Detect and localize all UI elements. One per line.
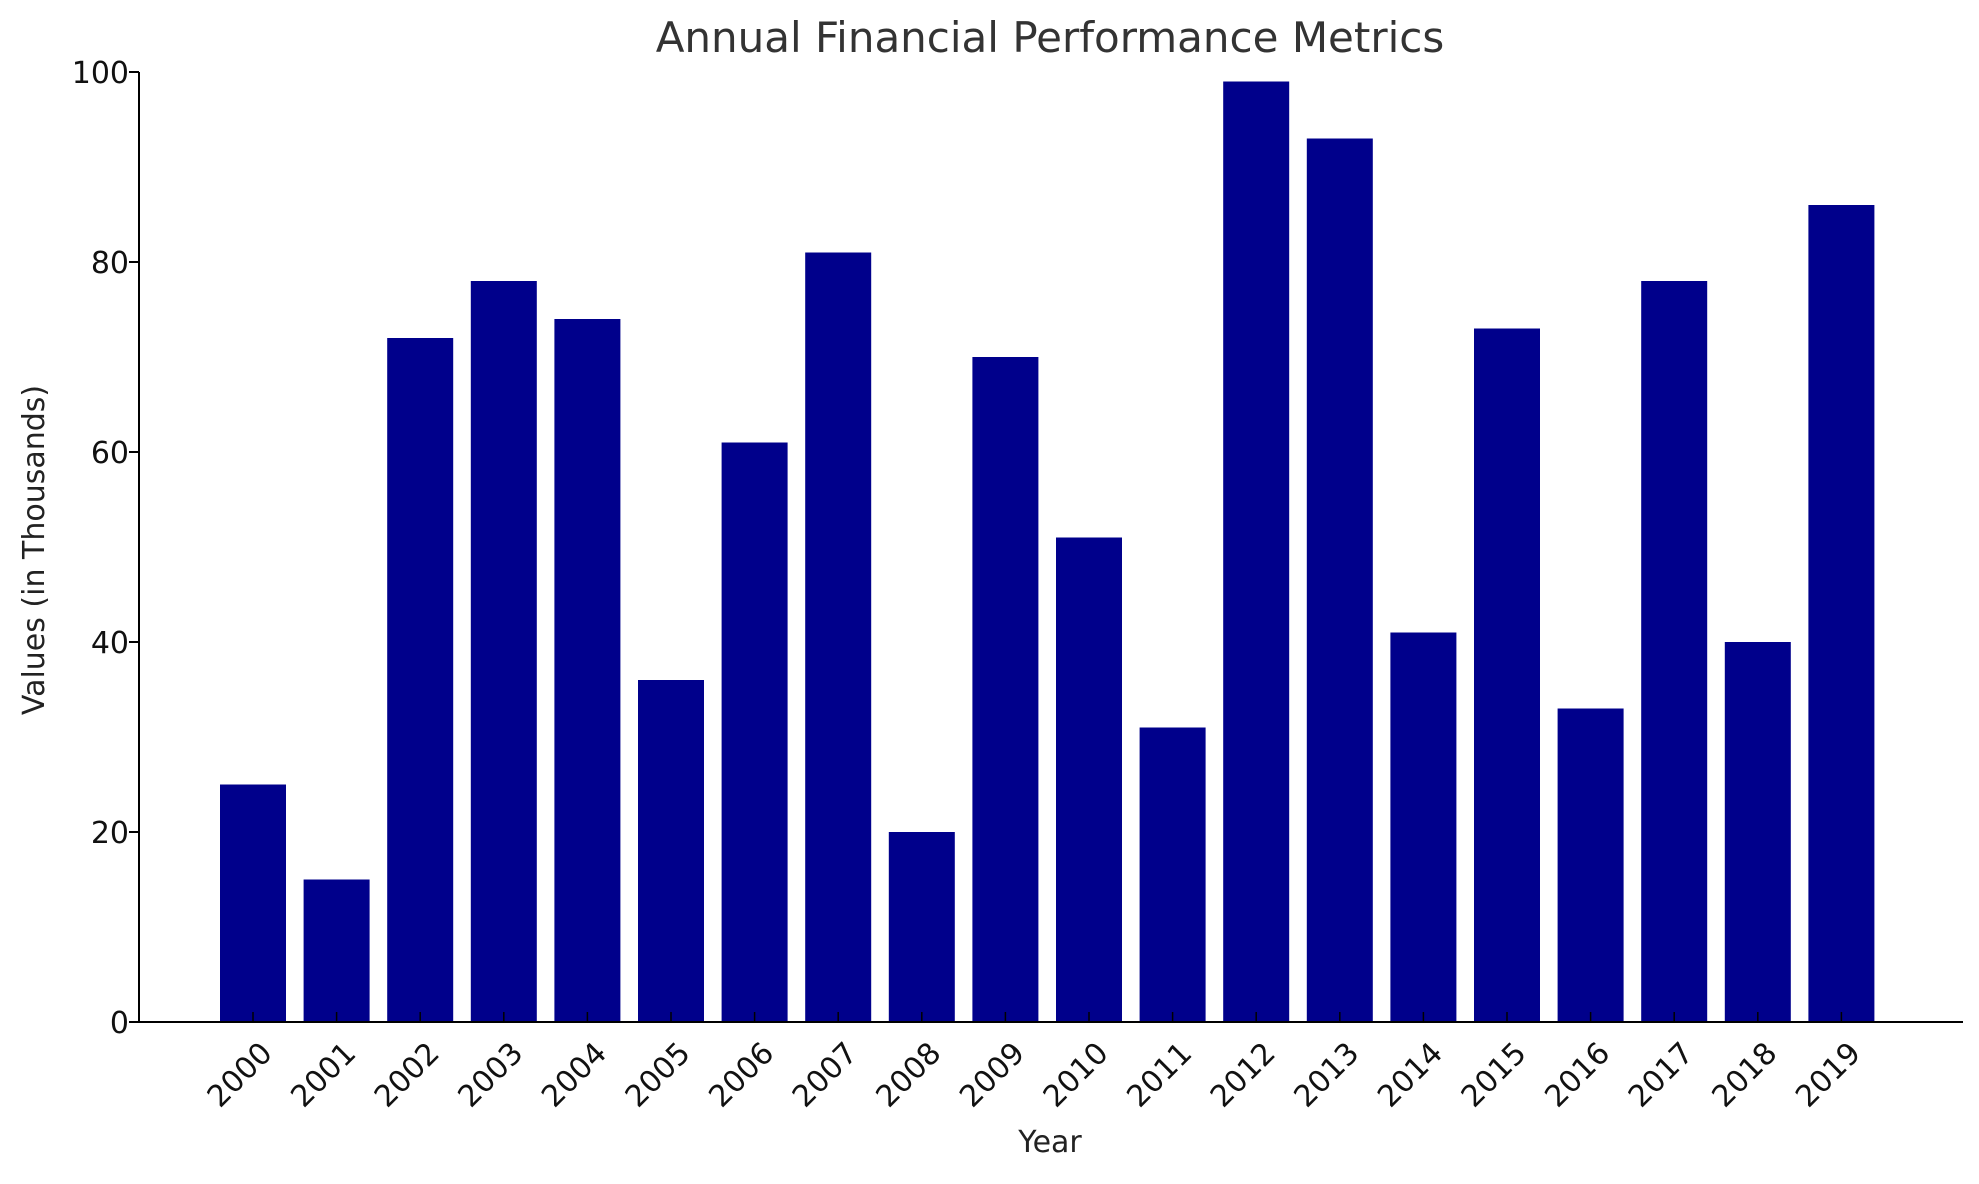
chart-title: Annual Financial Performance Metrics	[656, 13, 1445, 62]
bar-2015	[1474, 328, 1540, 1022]
x-tick-label: 2012	[1204, 1036, 1283, 1115]
bar-2008	[888, 832, 955, 1022]
bar-2011	[1139, 727, 1206, 1022]
bar-2002	[387, 338, 454, 1022]
bar-2016	[1557, 708, 1624, 1022]
x-tick-label: 2013	[1288, 1036, 1367, 1115]
x-tick-label: 2015	[1455, 1036, 1534, 1115]
y-tick-label: 40	[91, 626, 129, 661]
x-tick-label: 2008	[870, 1036, 949, 1115]
bars-group	[220, 81, 1875, 1022]
x-tick-label: 2019	[1789, 1036, 1868, 1115]
bar-2018	[1724, 642, 1791, 1022]
x-tick-label: 2009	[953, 1036, 1032, 1115]
y-tick-label: 0	[110, 1006, 129, 1041]
bar-2001	[303, 879, 370, 1022]
bar-2006	[721, 442, 788, 1022]
y-tick-label: 20	[91, 816, 129, 851]
x-tick-label: 2017	[1622, 1036, 1701, 1115]
x-tick-label: 2007	[786, 1036, 865, 1115]
bar-2017	[1641, 281, 1708, 1022]
bar-2004	[554, 319, 621, 1022]
x-tick-label: 2000	[201, 1036, 280, 1115]
x-tick-label: 2002	[368, 1036, 447, 1115]
bar-2009	[972, 357, 1039, 1022]
x-tick-label: 2016	[1538, 1036, 1617, 1115]
x-tick-label: 2014	[1371, 1036, 1450, 1115]
bar-2000	[220, 784, 286, 1022]
bar-2019	[1808, 205, 1875, 1022]
x-axis-ticks: 2000 2001 2002 2003 2004 2005 2006 2007 2008 2009…	[201, 1012, 1868, 1115]
x-tick-label: 2010	[1037, 1036, 1116, 1115]
bar-2012	[1223, 81, 1290, 1022]
y-tick-label: 60	[91, 436, 129, 471]
bar-2013	[1306, 138, 1373, 1022]
bar-2005	[638, 680, 704, 1022]
x-tick-label: 2018	[1706, 1036, 1785, 1115]
y-tick-label: 80	[91, 246, 129, 281]
x-tick-label: 2005	[619, 1036, 698, 1115]
bar-2007	[805, 252, 872, 1022]
y-tick-label: 100	[72, 56, 129, 91]
x-tick-label: 2004	[535, 1036, 614, 1115]
x-tick-label: 2006	[702, 1036, 781, 1115]
y-axis-label: Values (in Thousands)	[17, 385, 52, 715]
x-tick-label: 2003	[452, 1036, 531, 1115]
bar-2010	[1056, 537, 1122, 1022]
bar-2003	[470, 281, 537, 1022]
x-axis-label: Year	[1017, 1125, 1082, 1160]
y-axis-ticks: 0 20 40 60 80 100	[72, 56, 139, 1041]
bar-2014	[1390, 632, 1457, 1022]
x-tick-label: 2011	[1120, 1036, 1199, 1115]
x-tick-label: 2001	[284, 1036, 363, 1115]
